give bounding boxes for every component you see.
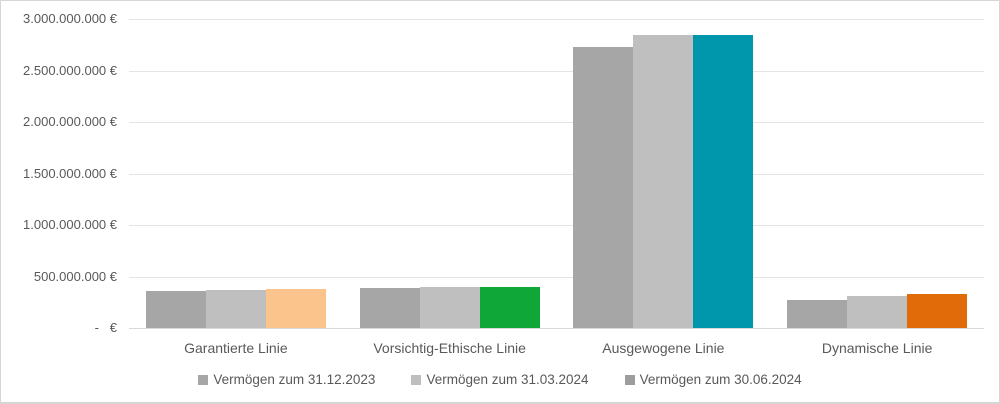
bar xyxy=(359,288,420,328)
bar xyxy=(205,289,266,328)
legend: Vermögen zum 31.12.2023 Vermögen zum 31.0… xyxy=(1,372,999,387)
bar-group xyxy=(557,19,771,328)
legend-swatch-icon xyxy=(411,374,422,385)
bar-group xyxy=(129,19,343,328)
y-tick-label: 1.000.000.000 € xyxy=(23,217,117,232)
x-category-label: Garantierte Linie xyxy=(184,340,288,356)
bar xyxy=(145,291,206,328)
bar xyxy=(265,288,326,328)
bar xyxy=(693,35,754,328)
legend-label: Vermögen zum 31.12.2023 xyxy=(213,372,376,387)
gridline xyxy=(129,276,984,278)
y-tick-label: 1.500.000.000 € xyxy=(23,165,117,181)
gridline xyxy=(129,70,984,72)
legend-item: Vermögen zum 30.06.2024 xyxy=(624,372,802,387)
y-tick-label: 2.000.000.000 € xyxy=(23,114,117,129)
x-category-label: Dynamische Linie xyxy=(821,340,933,356)
bar xyxy=(573,46,634,328)
legend-label: Vermögen zum 31.03.2024 xyxy=(426,372,589,387)
bar-group xyxy=(770,19,984,328)
gridline xyxy=(129,19,984,20)
legend-item: Vermögen zum 31.12.2023 xyxy=(198,372,375,387)
bar xyxy=(479,286,540,328)
gridline xyxy=(129,122,984,123)
x-category-label: Ausgewogene Linie xyxy=(602,340,725,356)
bar-group xyxy=(343,19,557,328)
bar xyxy=(419,286,480,328)
plot-area xyxy=(129,19,984,329)
y-tick-label: 3.000.000.000 € xyxy=(23,11,117,26)
legend-label: Vermögen zum 30.06.2024 xyxy=(639,372,802,387)
x-category-label: Vorsichtig-Ethische Linie xyxy=(373,340,526,356)
bar xyxy=(633,35,694,328)
y-tick-label: - € xyxy=(94,320,117,335)
legend-swatch-icon xyxy=(198,374,209,385)
y-axis: 3.000.000.000 € 2.500.000.000 € 2.000.000.… xyxy=(1,1,117,402)
y-tick-label: 500.000.000 € xyxy=(33,268,117,284)
legend-swatch-icon xyxy=(624,374,635,385)
gridline xyxy=(129,173,984,175)
y-tick-label: 2.500.000.000 € xyxy=(23,62,117,78)
bar xyxy=(787,300,848,328)
x-axis-labels: Garantierte Linie Vorsichtig-Ethische Lin… xyxy=(129,339,984,359)
legend-item: Vermögen zum 31.03.2024 xyxy=(411,372,589,387)
gridline xyxy=(129,225,984,226)
bar xyxy=(847,296,908,328)
bar xyxy=(907,293,968,328)
